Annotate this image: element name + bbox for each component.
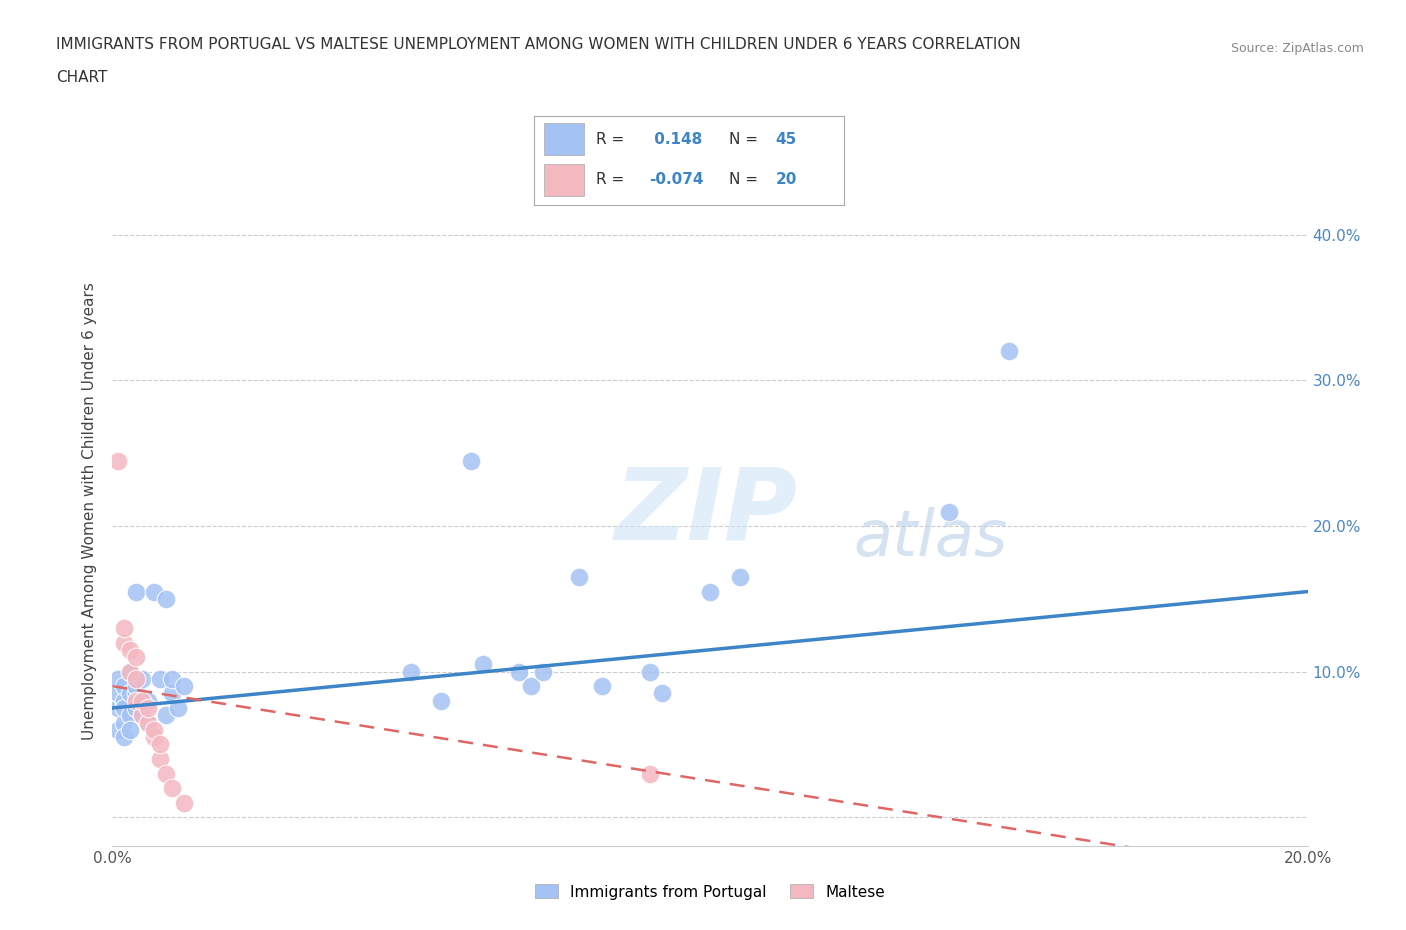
Point bbox=[592, 679, 614, 694]
Point bbox=[651, 686, 673, 701]
Point bbox=[114, 635, 135, 650]
Point bbox=[401, 664, 423, 679]
Point bbox=[167, 700, 190, 715]
Point bbox=[114, 679, 135, 694]
Point bbox=[143, 723, 166, 737]
Point bbox=[149, 671, 172, 686]
Text: R =: R = bbox=[596, 132, 630, 147]
Point bbox=[138, 693, 160, 708]
Point bbox=[114, 693, 135, 708]
Point bbox=[114, 715, 135, 730]
Point bbox=[107, 700, 129, 715]
Point bbox=[114, 730, 135, 745]
Point bbox=[472, 657, 495, 671]
Text: atlas: atlas bbox=[853, 507, 1008, 569]
Point bbox=[520, 679, 543, 694]
Point bbox=[138, 715, 160, 730]
Y-axis label: Unemployment Among Women with Children Under 6 years: Unemployment Among Women with Children U… bbox=[82, 283, 97, 740]
Point bbox=[107, 671, 129, 686]
Point bbox=[125, 686, 148, 701]
Point bbox=[125, 679, 148, 694]
Point bbox=[114, 620, 135, 635]
Point bbox=[143, 584, 166, 599]
Point bbox=[162, 780, 183, 795]
Point bbox=[531, 664, 554, 679]
Point bbox=[430, 693, 453, 708]
Point bbox=[131, 708, 153, 723]
Point bbox=[125, 584, 148, 599]
Point bbox=[162, 671, 183, 686]
Text: R =: R = bbox=[596, 172, 630, 187]
Point bbox=[107, 686, 129, 701]
Point bbox=[125, 671, 148, 686]
Point bbox=[131, 671, 153, 686]
Legend: Immigrants from Portugal, Maltese: Immigrants from Portugal, Maltese bbox=[529, 878, 891, 906]
Text: CHART: CHART bbox=[56, 70, 108, 85]
Text: 20: 20 bbox=[776, 172, 797, 187]
Point bbox=[173, 679, 195, 694]
Point bbox=[149, 737, 172, 751]
Point bbox=[508, 664, 530, 679]
Point bbox=[155, 766, 177, 781]
Text: 45: 45 bbox=[776, 132, 797, 147]
Point bbox=[638, 664, 662, 679]
Point bbox=[638, 766, 662, 781]
Text: Source: ZipAtlas.com: Source: ZipAtlas.com bbox=[1230, 42, 1364, 55]
Text: 0.148: 0.148 bbox=[648, 132, 702, 147]
Point bbox=[149, 751, 172, 766]
Text: N =: N = bbox=[730, 132, 763, 147]
Point bbox=[155, 708, 177, 723]
Point bbox=[131, 708, 153, 723]
Point bbox=[107, 453, 129, 468]
Point bbox=[938, 504, 960, 519]
Text: IMMIGRANTS FROM PORTUGAL VS MALTESE UNEMPLOYMENT AMONG WOMEN WITH CHILDREN UNDER: IMMIGRANTS FROM PORTUGAL VS MALTESE UNEM… bbox=[56, 37, 1021, 52]
Point bbox=[138, 715, 160, 730]
Point bbox=[131, 693, 153, 708]
Point bbox=[120, 643, 142, 658]
Point bbox=[699, 584, 721, 599]
Point bbox=[125, 693, 148, 708]
Point bbox=[173, 795, 195, 810]
Point bbox=[460, 453, 482, 468]
Point bbox=[125, 700, 148, 715]
Point bbox=[107, 723, 129, 737]
Bar bbox=[544, 164, 583, 196]
Point bbox=[567, 569, 591, 584]
Point bbox=[120, 664, 142, 679]
Point bbox=[155, 591, 177, 606]
Point bbox=[120, 723, 142, 737]
Point bbox=[120, 686, 142, 701]
Point bbox=[998, 344, 1021, 359]
Point bbox=[138, 700, 160, 715]
Point bbox=[120, 708, 142, 723]
Text: N =: N = bbox=[730, 172, 763, 187]
Bar bbox=[544, 124, 583, 155]
Point bbox=[120, 664, 142, 679]
Text: ZIP: ZIP bbox=[614, 463, 797, 560]
Point bbox=[131, 693, 153, 708]
Point bbox=[125, 650, 148, 665]
Point bbox=[728, 569, 751, 584]
Text: -0.074: -0.074 bbox=[648, 172, 703, 187]
Point bbox=[143, 730, 166, 745]
Point bbox=[114, 700, 135, 715]
Point bbox=[162, 686, 183, 701]
